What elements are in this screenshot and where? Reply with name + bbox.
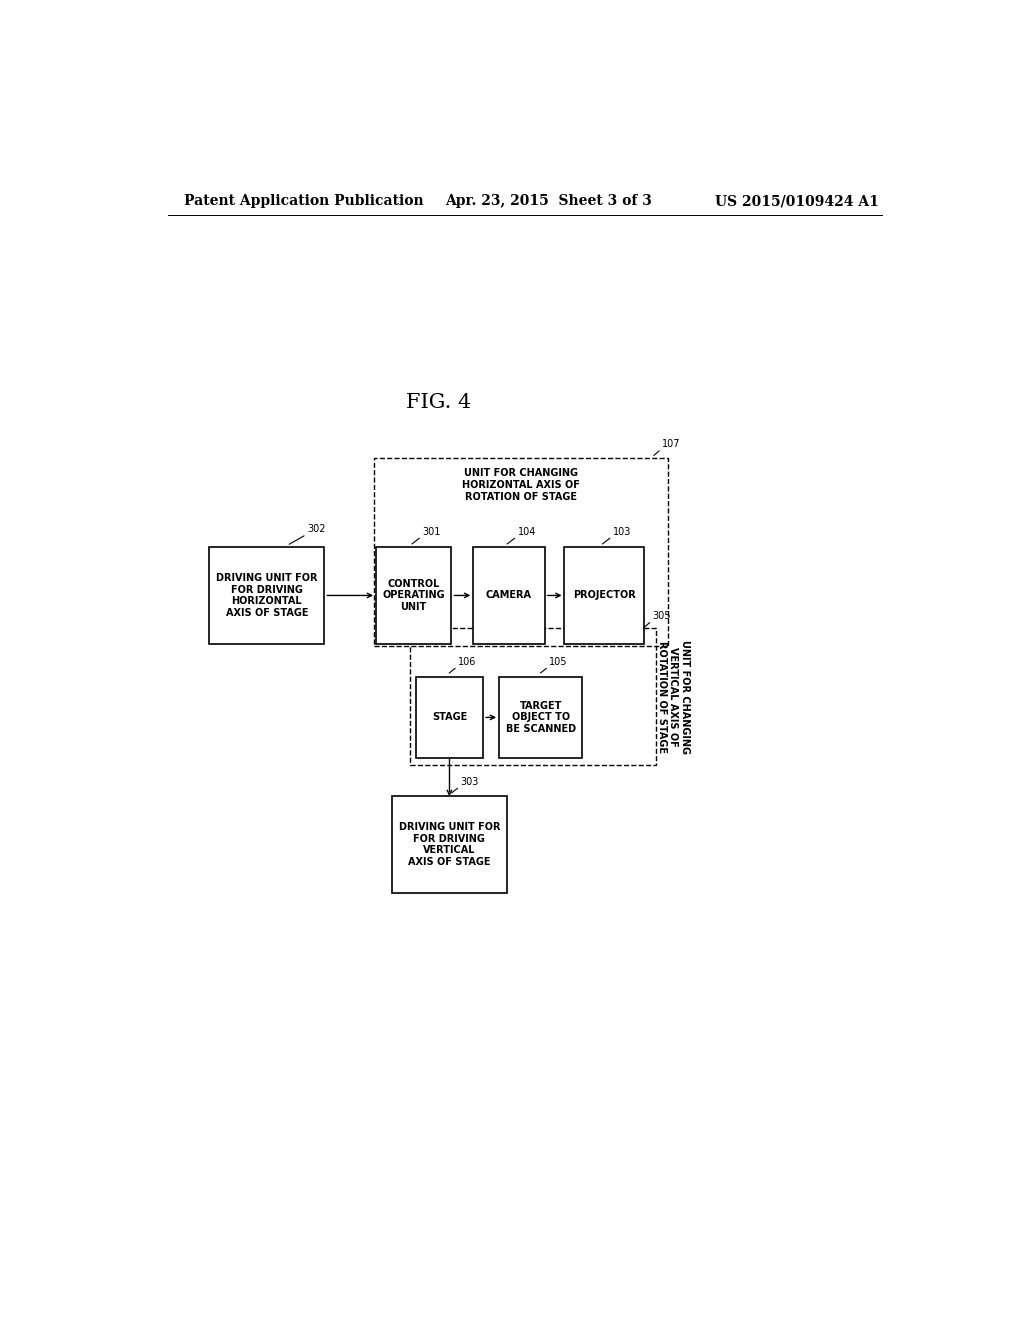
FancyBboxPatch shape xyxy=(564,548,644,644)
Text: 103: 103 xyxy=(613,527,631,536)
Text: 106: 106 xyxy=(458,656,476,667)
Text: DRIVING UNIT FOR
FOR DRIVING
VERTICAL
AXIS OF STAGE: DRIVING UNIT FOR FOR DRIVING VERTICAL AX… xyxy=(398,822,500,867)
Text: 302: 302 xyxy=(307,524,326,535)
Text: UNIT FOR CHANGING
HORIZONTAL AXIS OF
ROTATION OF STAGE: UNIT FOR CHANGING HORIZONTAL AXIS OF ROT… xyxy=(462,469,580,502)
Text: Patent Application Publication: Patent Application Publication xyxy=(183,194,423,209)
Text: CAMERA: CAMERA xyxy=(486,590,531,601)
FancyBboxPatch shape xyxy=(416,677,483,758)
Bar xyxy=(374,458,668,647)
FancyBboxPatch shape xyxy=(499,677,583,758)
Text: PROJECTOR: PROJECTOR xyxy=(572,590,636,601)
Text: Apr. 23, 2015  Sheet 3 of 3: Apr. 23, 2015 Sheet 3 of 3 xyxy=(445,194,652,209)
Text: 105: 105 xyxy=(550,656,568,667)
Text: TARGET
OBJECT TO
BE SCANNED: TARGET OBJECT TO BE SCANNED xyxy=(506,701,575,734)
Text: DRIVING UNIT FOR
FOR DRIVING
HORIZONTAL
AXIS OF STAGE: DRIVING UNIT FOR FOR DRIVING HORIZONTAL … xyxy=(216,573,317,618)
Text: US 2015/0109424 A1: US 2015/0109424 A1 xyxy=(715,194,880,209)
Text: 301: 301 xyxy=(423,527,440,536)
FancyBboxPatch shape xyxy=(473,548,545,644)
Text: 107: 107 xyxy=(663,440,681,449)
Text: STAGE: STAGE xyxy=(432,713,467,722)
FancyBboxPatch shape xyxy=(392,796,507,892)
Text: 303: 303 xyxy=(461,776,479,787)
FancyBboxPatch shape xyxy=(376,548,452,644)
Text: UNIT FOR CHANGING
VERTICAL AXIS OF
ROTATION OF STAGE: UNIT FOR CHANGING VERTICAL AXIS OF ROTAT… xyxy=(656,640,690,754)
Text: CONTROL
OPERATING
UNIT: CONTROL OPERATING UNIT xyxy=(382,579,445,612)
Bar xyxy=(410,628,655,766)
Text: FIG. 4: FIG. 4 xyxy=(406,393,471,412)
FancyBboxPatch shape xyxy=(209,548,325,644)
Text: 104: 104 xyxy=(518,527,536,536)
Text: 305: 305 xyxy=(652,611,671,620)
